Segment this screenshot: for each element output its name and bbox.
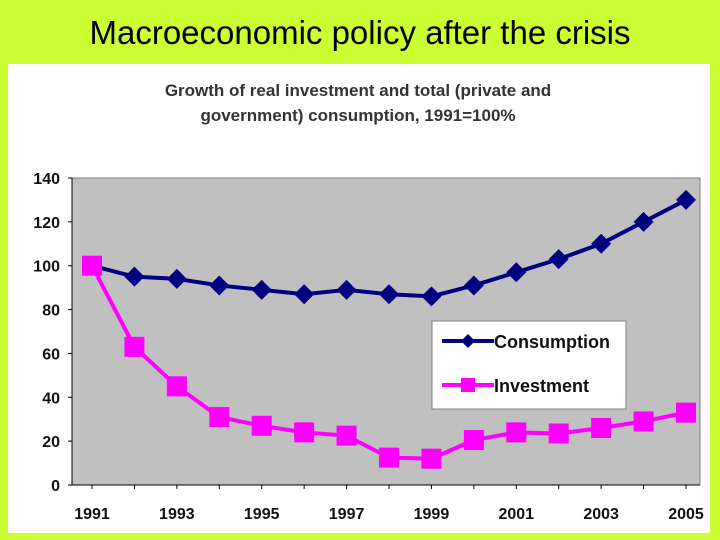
y-tick-label: 20: [42, 434, 60, 451]
consumption-point: [251, 279, 272, 300]
consumption-point: [633, 211, 654, 232]
consumption-point: [591, 233, 612, 254]
x-tick-label: 2005: [668, 506, 704, 523]
consumption-point: [421, 286, 442, 307]
consumption-point: [124, 266, 145, 287]
x-tick-label: 1999: [414, 506, 450, 523]
chart-title-line-1: Growth of real investment and total (pri…: [164, 81, 552, 100]
investment-point: [548, 423, 569, 444]
investment-point: [421, 448, 442, 469]
investment-point: [463, 430, 484, 451]
x-tick-label: 2003: [583, 506, 619, 523]
consumption-point: [166, 268, 187, 289]
y-tick-label: 100: [33, 259, 60, 276]
chart-panel: Growth of real investment and total (pri…: [8, 64, 710, 533]
y-tick-label: 120: [33, 215, 60, 232]
legend-investment-marker: [461, 378, 475, 392]
legend-consumption-label: Consumption: [494, 332, 610, 352]
consumption-point: [209, 275, 230, 296]
investment-point: [591, 417, 612, 438]
legend-box: [431, 320, 627, 410]
investment-point: [251, 415, 272, 436]
chart-title: Growth of real investment and total (pri…: [118, 78, 598, 128]
consumption-point: [506, 262, 527, 283]
consumption-point: [336, 279, 357, 300]
investment-point: [124, 336, 145, 357]
consumption-point: [294, 284, 315, 305]
chart-title-line-2: government) consumption, 1991=100%: [200, 106, 516, 125]
series-layer: [82, 189, 696, 469]
axes: 0 20 40 60 80 100 120 140 1991 1993 1995 1997 1999 20…: [33, 171, 704, 523]
consumption-point: [463, 275, 484, 296]
x-tick-label: 1997: [329, 506, 365, 523]
investment-point: [209, 407, 230, 428]
y-tick-label: 80: [42, 303, 60, 320]
y-tick-label: 40: [42, 390, 60, 407]
legend-investment-label: Investment: [494, 376, 589, 396]
investment-point: [294, 422, 315, 443]
investment-point: [336, 425, 357, 446]
x-tick-label: 1991: [74, 506, 110, 523]
legend-consumption-marker: [461, 334, 475, 348]
y-tick-label: 140: [33, 171, 60, 188]
consumption-point: [676, 189, 696, 210]
y-tick-label: 0: [51, 478, 60, 495]
x-tick-label: 1995: [244, 506, 280, 523]
investment-point: [82, 255, 102, 276]
consumption-point: [548, 249, 569, 270]
x-tick-label: 1993: [159, 506, 195, 523]
investment-point: [676, 402, 696, 423]
x-tick-label: 2001: [498, 506, 534, 523]
investment-point: [166, 376, 187, 397]
legend: Consumption Investment: [431, 320, 627, 410]
investment-point: [506, 422, 527, 443]
consumption-point: [379, 284, 399, 305]
investment-point: [379, 447, 399, 468]
slide-title: Macroeconomic policy after the crisis: [89, 14, 631, 51]
investment-point: [633, 411, 654, 432]
line-chart: 0 20 40 60 80 100 120 140 1991 1993 1995 1997 1999 20…: [33, 171, 704, 523]
y-tick-label: 60: [42, 346, 60, 363]
